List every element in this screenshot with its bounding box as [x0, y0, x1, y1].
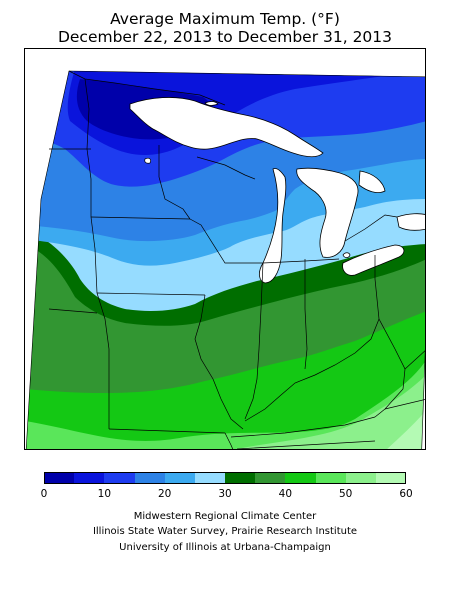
legend-swatch	[134, 472, 166, 484]
legend-tick-label: 10	[97, 488, 112, 500]
region-outline	[25, 70, 425, 449]
legend-swatch	[194, 472, 226, 484]
legend-swatch	[375, 472, 407, 484]
legend-swatch	[44, 472, 75, 484]
state-boundaries	[48, 70, 425, 449]
temperature-contours	[25, 71, 425, 449]
lake-huron	[296, 167, 359, 258]
legend-swatch	[74, 472, 105, 484]
legend-tick-label: 30	[218, 488, 232, 500]
contour-55-60	[385, 409, 425, 449]
credit-line-2: Illinois State Water Survey, Prairie Res…	[92, 526, 358, 537]
lake-erie	[342, 244, 405, 276]
credit-line-1: Midwestern Regional Climate Center	[133, 511, 317, 522]
legend-swatch	[285, 472, 316, 484]
lake-superior	[129, 97, 324, 158]
lake-ontario	[396, 213, 425, 231]
georgian-bay	[358, 170, 386, 193]
credit-line-3: University of Illinois at Urbana-Champai…	[119, 542, 331, 553]
islands	[144, 101, 219, 164]
map-title: Average Maximum Temp. (°F)	[110, 10, 340, 28]
lake-st-clair	[342, 252, 351, 259]
map-canvas	[25, 70, 425, 449]
lake-michigan	[259, 168, 287, 284]
legend-swatch	[164, 472, 196, 484]
legend-tick-label: 50	[338, 488, 353, 500]
legend-swatch	[315, 472, 347, 484]
legend-swatch	[255, 472, 286, 484]
color-legend	[44, 472, 407, 484]
great-lakes	[129, 97, 425, 284]
map-subtitle: December 22, 2013 to December 31, 2013	[57, 28, 393, 46]
legend-swatch	[225, 472, 256, 484]
legend-swatch	[345, 472, 377, 484]
temperature-map	[24, 48, 426, 450]
contour-50-55	[225, 374, 425, 449]
legend-tick-label: 40	[278, 488, 293, 500]
legend-swatch	[104, 472, 135, 484]
legend-tick-label: 20	[157, 488, 172, 500]
legend-tick-label: 60	[399, 488, 413, 500]
legend-tick-label: 0	[40, 488, 48, 500]
